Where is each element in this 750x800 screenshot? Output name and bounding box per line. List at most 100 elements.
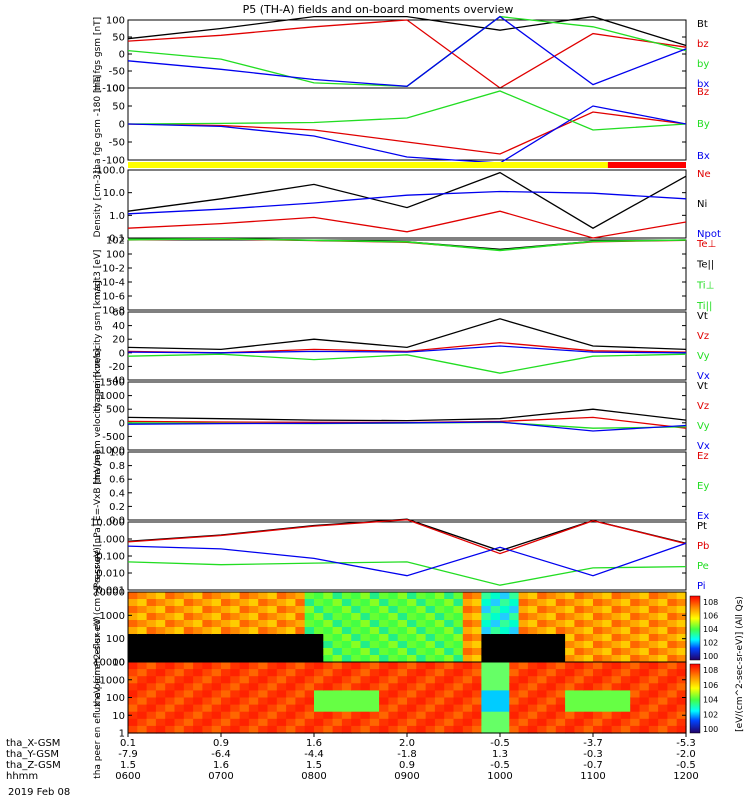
heatmap-cell <box>314 725 324 734</box>
heatmap-cell <box>546 676 557 684</box>
heatmap-cell <box>230 627 241 635</box>
heatmap-cell <box>555 627 566 635</box>
heatmap-cell <box>360 690 371 699</box>
heatmap-cell <box>379 697 389 706</box>
panel-9: 10000 1000 100 10 tha peir en eflux eV (cm^2… <box>93 547 687 707</box>
heatmap-cell <box>146 697 157 706</box>
heatmap-cell <box>658 613 668 621</box>
heatmap-cell <box>583 718 594 727</box>
heatmap-cell <box>630 599 641 607</box>
heatmap-cell <box>537 620 548 628</box>
heatmap-cell <box>267 613 278 621</box>
heatmap-cell <box>146 711 157 720</box>
heatmap-cell <box>639 606 650 614</box>
heatmap-cell <box>518 620 529 628</box>
axis-row-value: 0900 <box>394 771 419 782</box>
heatmap-cell <box>258 669 269 677</box>
heatmap-cell <box>267 606 278 614</box>
heatmap-cell <box>295 669 306 677</box>
heatmap-cell <box>323 704 334 713</box>
heatmap-cell <box>341 711 352 720</box>
heatmap-cell <box>537 648 548 656</box>
heatmap-cell <box>174 725 185 734</box>
y-tick-label: 0.100 <box>96 552 125 563</box>
heatmap-cell <box>323 592 334 600</box>
heatmap-cell <box>295 718 306 727</box>
heatmap-cell <box>397 627 408 635</box>
heatmap-cell <box>602 711 613 720</box>
heatmap-cell <box>314 690 324 699</box>
heatmap-cell <box>295 725 306 734</box>
heatmap-cell <box>472 725 482 734</box>
heatmap-cell <box>462 690 473 699</box>
series-line-bz <box>127 19 687 89</box>
heatmap-cell <box>593 690 603 699</box>
heatmap-cell <box>351 634 362 642</box>
heatmap-cell <box>648 718 659 727</box>
heatmap-cell <box>462 711 473 720</box>
heatmap-cell <box>630 655 641 663</box>
heatmap-cell <box>211 697 222 706</box>
heatmap-cell <box>221 655 231 663</box>
heatmap-cell <box>658 599 668 607</box>
heatmap-cell <box>155 648 166 656</box>
heatmap-cell <box>341 648 352 656</box>
heatmap-cell <box>286 683 296 691</box>
heatmap-cell <box>481 725 492 734</box>
heatmap-cell <box>527 725 538 734</box>
heatmap-cell <box>379 655 389 663</box>
heatmap-cell <box>267 662 278 670</box>
heatmap-cell <box>658 655 668 663</box>
heatmap-cell <box>509 718 520 727</box>
heatmap-cell <box>397 592 408 600</box>
heatmap-cell <box>583 676 594 684</box>
heatmap-cell <box>593 627 603 635</box>
heatmap-cell <box>462 606 473 614</box>
heatmap-cell <box>155 606 166 614</box>
heatmap-cell <box>379 641 389 649</box>
heatmap-cell <box>276 704 287 713</box>
heatmap-cell <box>174 690 185 699</box>
heatmap-cell <box>602 725 613 734</box>
heatmap-cell <box>379 676 389 684</box>
heatmap-cell <box>230 690 241 699</box>
heatmap-cell <box>314 704 324 713</box>
heatmap-cell <box>546 704 557 713</box>
heatmap-cell <box>602 683 613 691</box>
heatmap-cell <box>248 606 259 614</box>
heatmap-cell <box>211 627 222 635</box>
heatmap-cell <box>174 634 185 642</box>
heatmap-cell <box>258 641 269 649</box>
heatmap-cell <box>416 683 427 691</box>
y-tick-label: 100 <box>106 693 125 704</box>
heatmap-cell <box>648 627 659 635</box>
heatmap-cell <box>193 725 203 734</box>
legend-tipar: Ti|| <box>696 301 712 312</box>
heatmap-cell <box>137 634 148 642</box>
heatmap-cell <box>258 718 269 727</box>
heatmap-cell <box>676 655 687 663</box>
heatmap-cell <box>304 606 315 614</box>
heatmap-cell <box>202 718 213 727</box>
heatmap-cell <box>155 662 166 670</box>
heatmap-cell <box>314 592 324 600</box>
heatmap-cell <box>230 676 241 684</box>
heatmap-cell <box>416 711 427 720</box>
heatmap-cell <box>155 697 166 706</box>
heatmap-cell <box>639 697 650 706</box>
heatmap-cell <box>416 613 427 621</box>
heatmap-cell <box>527 676 538 684</box>
heatmap-cell <box>565 627 575 635</box>
heatmap-cell <box>341 676 352 684</box>
heatmap-cell <box>583 606 594 614</box>
series-line-bt <box>127 15 687 47</box>
heatmap-cell <box>379 592 389 600</box>
heatmap-cell <box>481 613 492 621</box>
heatmap-cell <box>630 592 641 600</box>
heatmap-cell <box>295 697 306 706</box>
heatmap-cell <box>500 718 510 727</box>
heatmap-cell <box>611 606 622 614</box>
heatmap-cell <box>620 648 631 656</box>
heatmap-cell <box>555 655 566 663</box>
heatmap-cell <box>332 683 343 691</box>
